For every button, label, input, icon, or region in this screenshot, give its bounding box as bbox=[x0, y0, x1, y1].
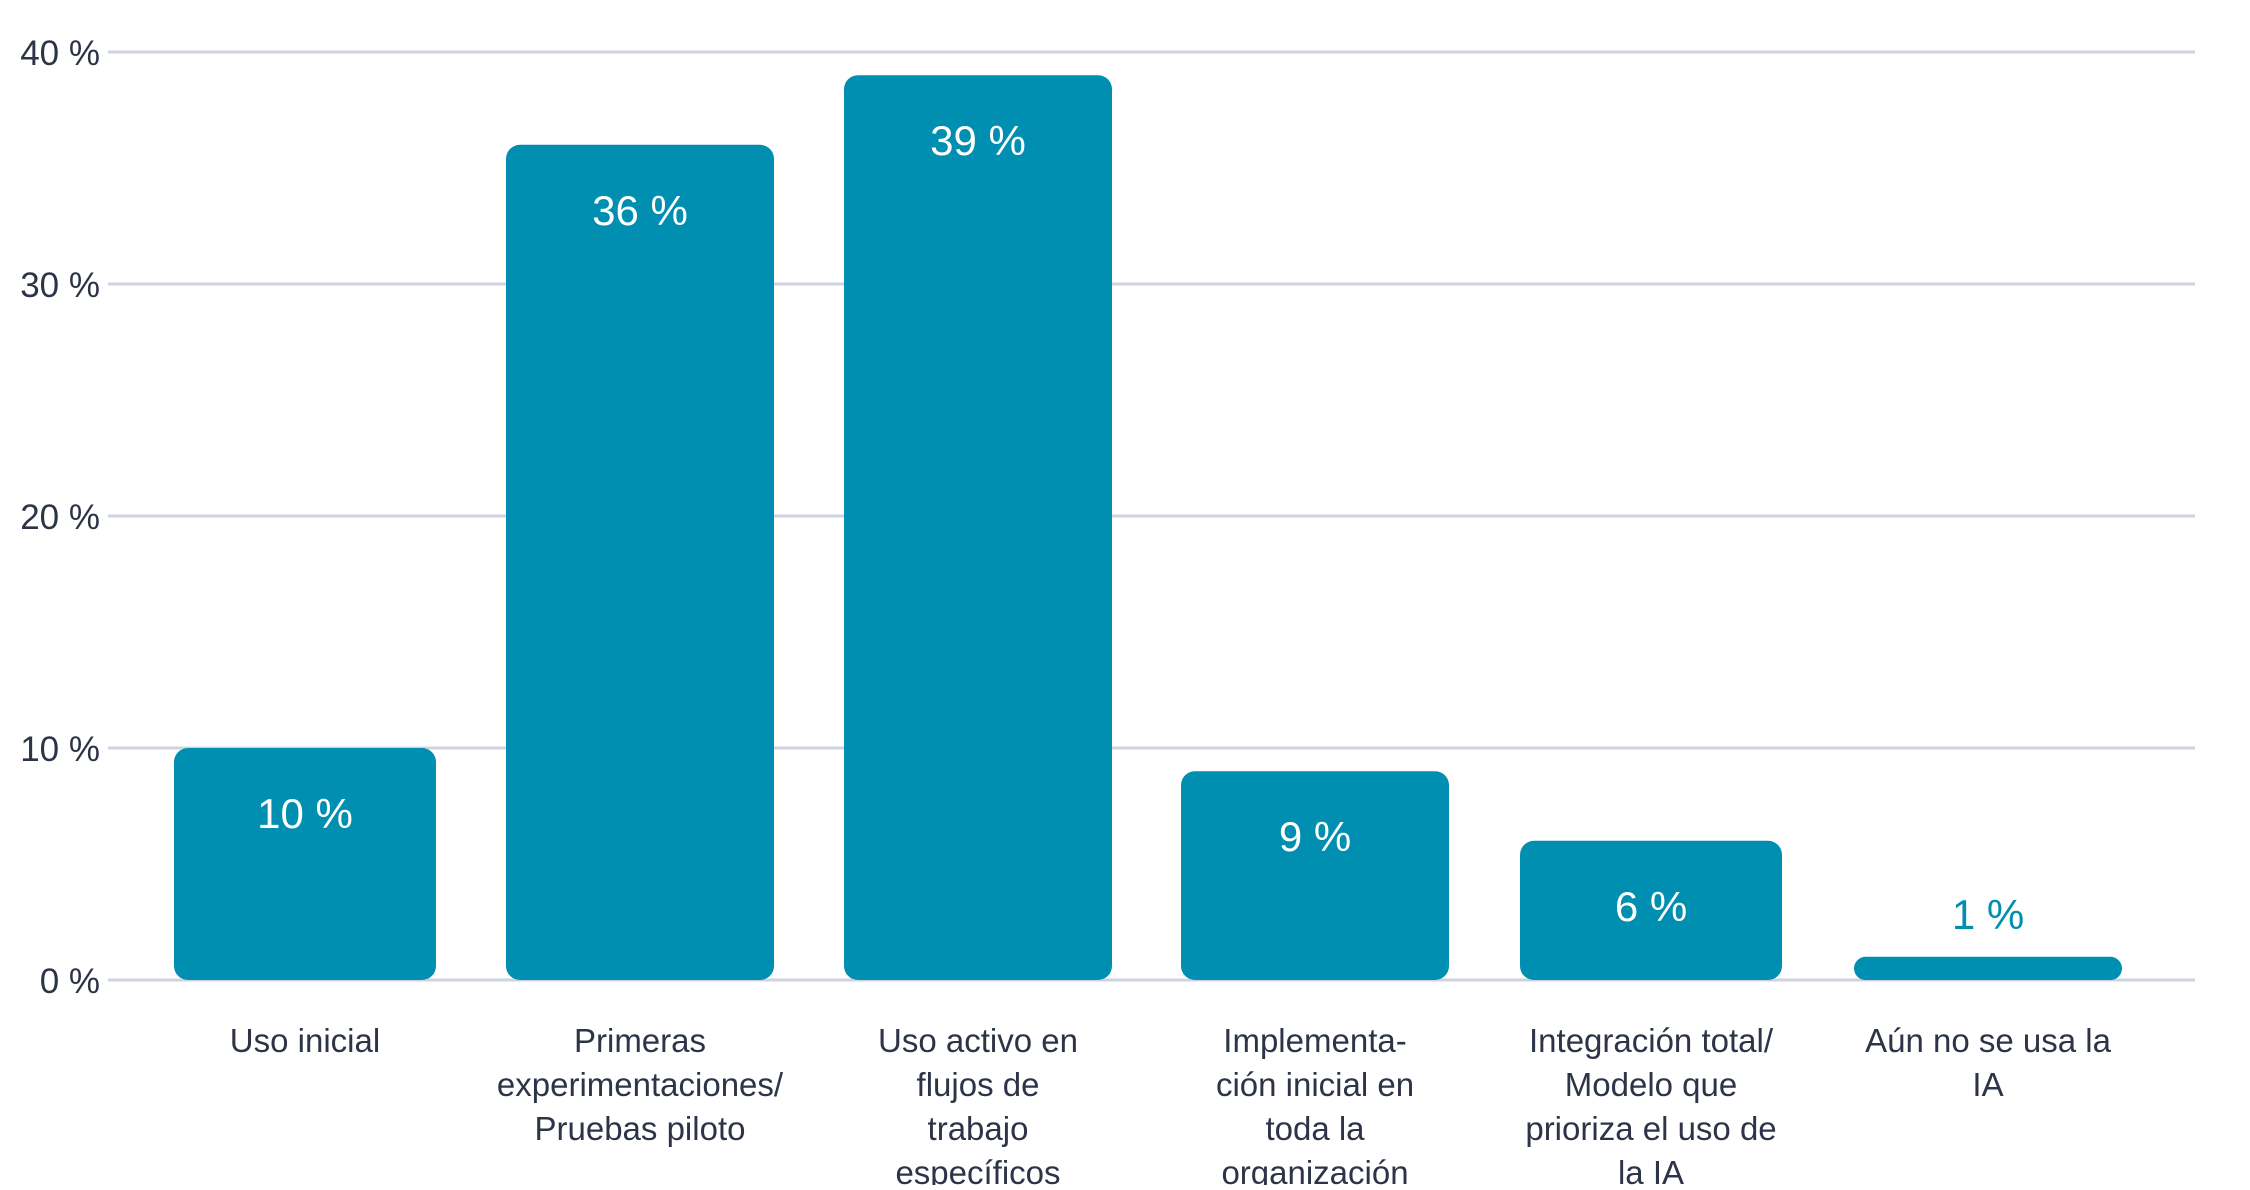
data-label: 36 % bbox=[592, 187, 688, 234]
data-label: 6 % bbox=[1615, 883, 1687, 930]
x-tick-label: Uso activo en flujos de trabajo específicos bbox=[878, 1022, 1078, 1185]
bar bbox=[1520, 840, 1782, 980]
data-label: 1 % bbox=[1952, 891, 2024, 938]
y-tick-label: 0 % bbox=[40, 962, 100, 1001]
y-tick-label: 30 % bbox=[20, 266, 100, 305]
bar bbox=[174, 748, 436, 980]
x-tick-label: Integración total/Modelo que prioriza el … bbox=[1525, 1022, 1776, 1185]
bar bbox=[506, 144, 774, 981]
y-tick-label: 20 % bbox=[20, 498, 100, 537]
x-tick-label: Uso inicial bbox=[230, 1022, 380, 1059]
data-label: 39 % bbox=[930, 117, 1026, 164]
y-tick-label: 10 % bbox=[20, 730, 100, 769]
x-axis-categories: Uso inicial Primeras experimentaciones/Pru… bbox=[230, 1022, 2112, 1190]
y-tick-label: 40 % bbox=[20, 34, 100, 73]
bar bbox=[1181, 771, 1449, 980]
bars bbox=[174, 75, 2122, 981]
gridlines bbox=[108, 50, 2195, 982]
x-tick-label: Implementa-ción inicial en toda la organiz… bbox=[1216, 1022, 1414, 1185]
bar bbox=[844, 75, 1112, 980]
data-label: 10 % bbox=[257, 790, 353, 837]
x-tick-label: Primeras experimentaciones/Pruebas piloto bbox=[497, 1022, 784, 1147]
y-axis-ticks: 0 % 10 % 20 % 30 % 40 % bbox=[20, 34, 100, 1001]
data-label: 9 % bbox=[1279, 813, 1351, 860]
data-labels: 10 % 36 % 39 % 9 % 6 % 1 % bbox=[257, 117, 2024, 938]
x-tick-label: Aún no se usa la IA bbox=[1865, 1022, 2111, 1103]
bar bbox=[1854, 956, 2122, 980]
